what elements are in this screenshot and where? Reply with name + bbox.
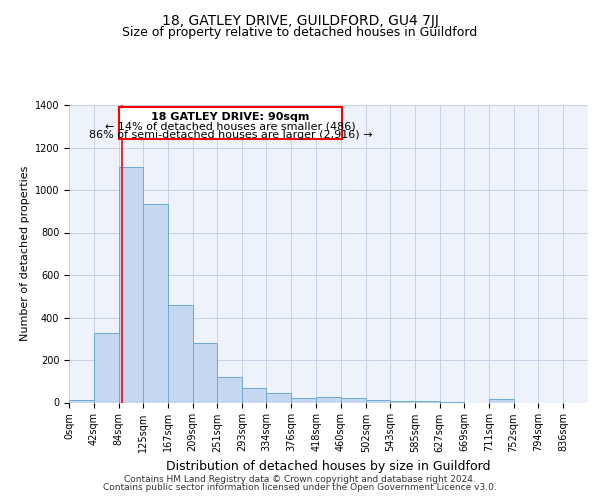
- FancyBboxPatch shape: [119, 106, 342, 138]
- Text: Contains HM Land Registry data © Crown copyright and database right 2024.: Contains HM Land Registry data © Crown c…: [124, 475, 476, 484]
- Bar: [94, 334, 119, 402]
- Bar: [266, 392, 291, 402]
- Text: Contains public sector information licensed under the Open Government Licence v3: Contains public sector information licen…: [103, 483, 497, 492]
- Y-axis label: Number of detached properties: Number of detached properties: [20, 166, 31, 342]
- Text: Size of property relative to detached houses in Guildford: Size of property relative to detached ho…: [122, 26, 478, 39]
- X-axis label: Distribution of detached houses by size in Guildford: Distribution of detached houses by size …: [166, 460, 491, 473]
- Bar: [119, 166, 143, 402]
- Bar: [489, 400, 514, 402]
- Bar: [193, 343, 217, 402]
- Text: 18 GATLEY DRIVE: 90sqm: 18 GATLEY DRIVE: 90sqm: [151, 112, 310, 122]
- Text: 18, GATLEY DRIVE, GUILDFORD, GU4 7JJ: 18, GATLEY DRIVE, GUILDFORD, GU4 7JJ: [161, 14, 439, 28]
- Text: ← 14% of detached houses are smaller (486): ← 14% of detached houses are smaller (48…: [105, 121, 356, 131]
- Bar: [242, 388, 266, 402]
- Bar: [143, 204, 168, 402]
- Bar: [168, 304, 193, 402]
- Bar: [291, 398, 316, 402]
- Text: 86% of semi-detached houses are larger (2,916) →: 86% of semi-detached houses are larger (…: [89, 130, 372, 140]
- Bar: [341, 398, 366, 402]
- Bar: [69, 400, 94, 402]
- Bar: [366, 400, 390, 402]
- Bar: [217, 377, 242, 402]
- Bar: [316, 397, 341, 402]
